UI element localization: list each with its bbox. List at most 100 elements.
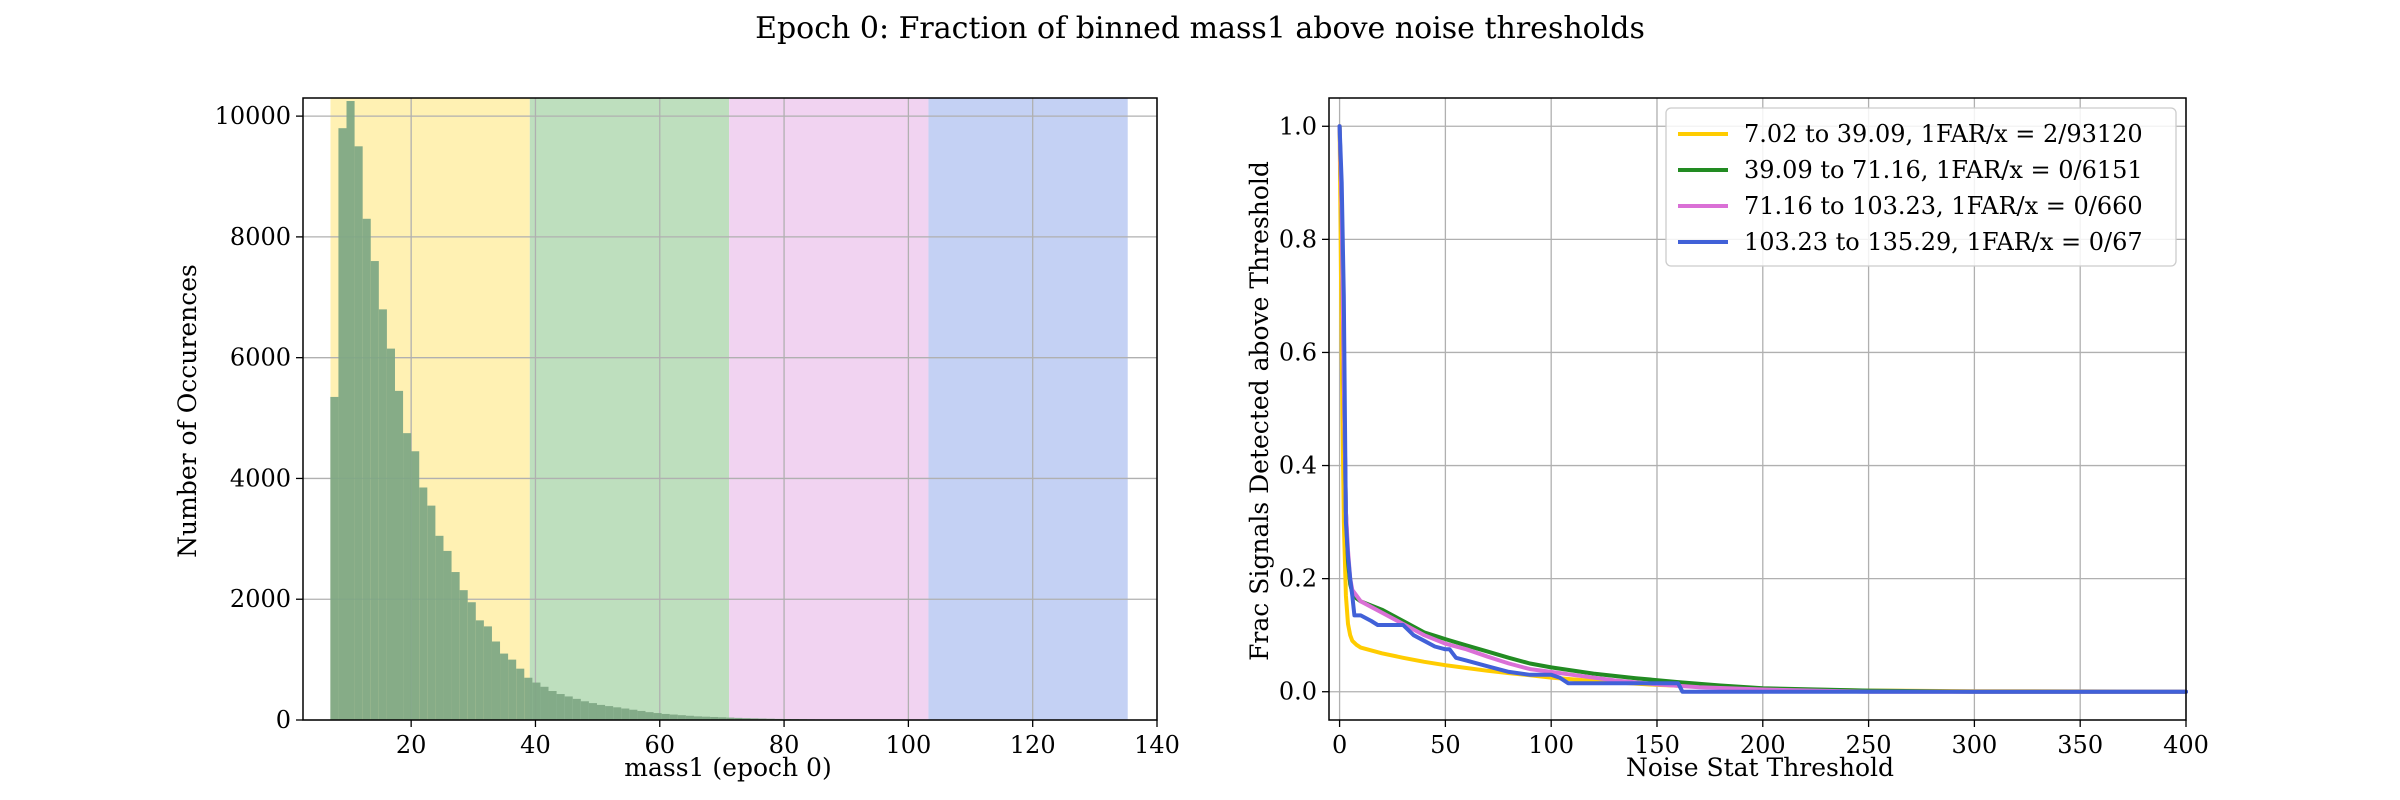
legend-box [1665,107,2177,267]
histogram-axes-frame [302,97,1158,721]
line-x-axis-label: Noise Stat Threshold [1626,753,1894,782]
mass-bin-band-1 [529,98,730,720]
line-y-tick-label: 0.4 [1279,452,1317,480]
histogram-y-tick-label: 2000 [230,585,291,613]
histogram-x-tick-label: 40 [520,731,551,759]
histogram-bar [524,677,533,720]
histogram-bar [572,698,581,720]
histogram-bar [475,620,484,720]
histogram-bar [443,550,452,720]
legend-label-3: 103.23 to 135.29, 1FAR/x = 0/67 [1744,228,2143,256]
histogram-bar [500,653,509,720]
line-y-tick-label: 0.2 [1279,565,1317,593]
histogram-bar [467,602,476,720]
histogram-bar [548,691,557,720]
line-x-tick-label: 100 [1528,731,1574,759]
histogram-y-tick-label: 8000 [230,223,291,251]
histogram-bar [718,717,727,720]
line-x-tick-label: 150 [1634,731,1680,759]
histogram-bar [459,590,468,720]
series-line-3 [1337,124,2188,694]
histogram-bar [710,716,719,720]
line-y-axis-label: Frac Signals Detected above Threshold [1245,161,1274,661]
histogram-bar [661,713,670,720]
mass-bin-band-3 [928,98,1128,720]
histogram-bar [645,712,654,720]
histogram-y-tick-label: 0 [276,706,291,734]
histogram-x-tick-label: 60 [644,731,675,759]
line-y-tick-label: 1.0 [1279,112,1317,140]
line-x-tick-label: 200 [1740,731,1786,759]
histogram-bar [338,128,347,721]
histogram-bar [685,715,694,720]
histogram-bar [435,535,444,720]
histogram-bar [564,696,573,720]
histogram-bar [370,261,379,720]
histogram-bar [605,706,614,720]
legend-label-0: 7.02 to 39.09, 1FAR/x = 2/93120 [1744,120,2143,148]
histogram-x-axis-label: mass1 (epoch 0) [624,753,831,782]
histogram-bar [330,396,339,720]
mass-bin-band-2 [729,98,929,720]
histogram-bar [354,146,363,721]
legend-label-2: 71.16 to 103.23, 1FAR/x = 0/660 [1744,192,2143,220]
histogram-x-tick-label: 80 [769,731,800,759]
histogram-bar [677,715,686,720]
histogram-bar [669,714,678,720]
histogram-x-tick-label: 100 [885,731,931,759]
histogram-x-tick-label: 20 [396,731,427,759]
histogram-x-tick-label: 120 [1010,731,1056,759]
histogram-bar [726,717,735,720]
histogram-bar [386,348,395,720]
histogram-bar [483,626,492,720]
histogram-bar [621,708,630,720]
line-y-tick-label: 0.6 [1279,338,1317,366]
histogram-bar [508,659,517,720]
line-x-tick-label: 50 [1430,731,1461,759]
histogram-bar [427,505,436,720]
histogram-bar [451,572,460,720]
histogram-bar [394,390,404,720]
legend-label-1: 39.09 to 71.16, 1FAR/x = 0/6151 [1744,156,2143,184]
histogram-bar [419,487,428,720]
histogram-bar [540,686,549,720]
histogram-bar [596,704,606,720]
histogram-bar [693,716,703,720]
histogram-bar [378,309,387,720]
line-y-tick-label: 0.0 [1279,678,1317,706]
line-x-tick-label: 400 [2163,731,2209,759]
histogram-bar [734,717,743,720]
histogram-bar [588,703,597,720]
histogram-bar [532,682,541,720]
histogram-bar [613,707,622,720]
line-x-tick-label: 0 [1332,731,1347,759]
histogram-bar [403,433,412,720]
histogram-y-tick-label: 6000 [230,344,291,372]
histogram-bar [637,710,646,720]
figure-title: Epoch 0: Fraction of binned mass1 above … [755,11,1645,46]
histogram-bar [516,668,525,720]
histogram-bar [702,716,711,720]
histogram-bar [346,101,355,721]
histogram-bar [750,718,759,720]
histogram-bar [362,218,371,720]
line-plot: 0 50 100 150 200 250 300 350 400 0.0 0.2 0.4 0.6 0.8 1… [1279,97,2209,759]
histogram-y-tick-label: 4000 [230,464,291,492]
histogram-bar [411,451,420,720]
histogram-x-tick-label: 140 [1134,731,1180,759]
histogram-bar [629,709,638,720]
histogram-bar [556,694,565,720]
line-axes-frame [1328,97,2187,721]
histogram-bar [653,713,662,720]
histogram-plot: 20 40 60 80 100 120 140 0 2000 4000 6000 8000 10000 [215,97,1180,759]
histogram-y-tick-label: 10000 [215,102,291,130]
histogram-bar [742,718,751,720]
line-x-tick-label: 350 [2057,731,2103,759]
line-y-tick-label: 0.8 [1279,225,1317,253]
histogram-bar [580,701,589,720]
histogram-bar [491,641,501,720]
histogram-y-axis-label: Number of Occurences [173,264,202,558]
line-x-tick-label: 300 [1951,731,1997,759]
line-x-tick-label: 250 [1846,731,1892,759]
